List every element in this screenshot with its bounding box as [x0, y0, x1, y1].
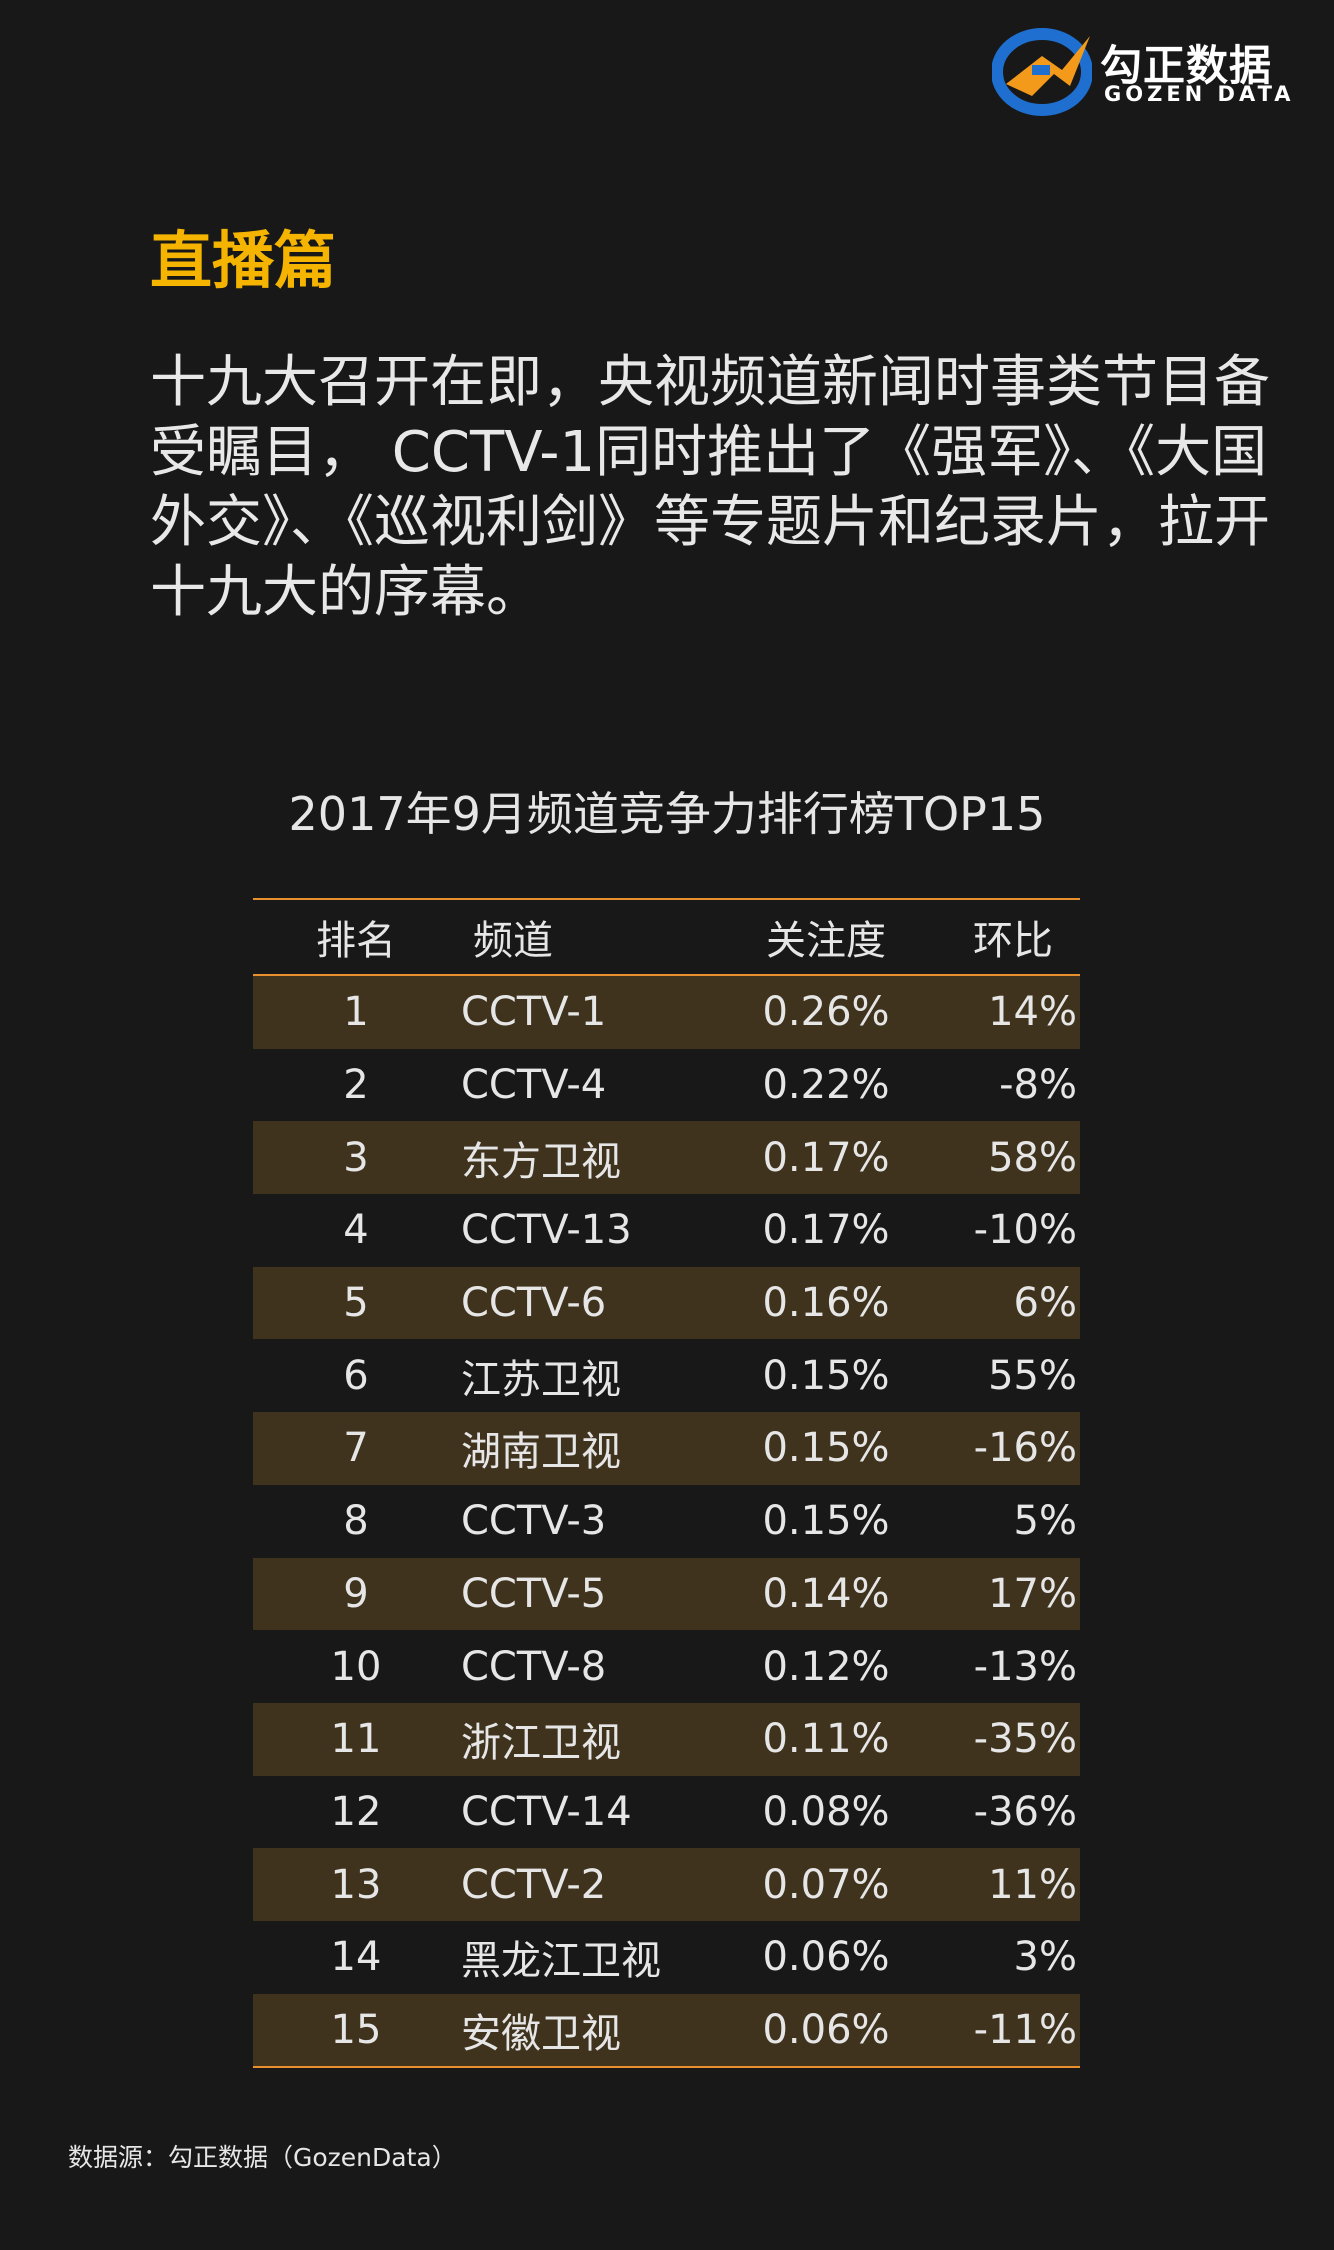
table-row: 15 安徽卫视 0.06% -11%: [253, 1993, 1080, 2067]
rank-cell: 9: [343, 1570, 369, 1617]
attention-cell: 0.06%: [762, 1934, 890, 1981]
mom-cell: 55%: [988, 1352, 1077, 1399]
rank-cell: 14: [330, 1934, 382, 1981]
rank-cell: 2: [343, 1062, 369, 1109]
channel-cell: 黑龙江卫视: [461, 1938, 661, 1985]
mom-cell: 58%: [988, 1134, 1077, 1181]
table-row: 3 东方卫视 0.17% 58%: [253, 1121, 1080, 1195]
table-row: 12 CCTV-14 0.08% -36%: [253, 1776, 1080, 1849]
mom-cell: -35%: [973, 1716, 1077, 1763]
attention-cell: 0.08%: [762, 1788, 890, 1835]
mom-cell: -10%: [973, 1207, 1077, 1254]
rank-cell: 13: [330, 1861, 382, 1908]
attention-cell: 0.15%: [762, 1425, 890, 1472]
table-bottom-rule: [253, 2066, 1080, 2069]
table-header-row: 排名 频道 关注度 环比: [253, 900, 1080, 974]
mom-cell: -16%: [973, 1425, 1077, 1472]
table-row: 1 CCTV-1 0.26% 14%: [253, 976, 1080, 1049]
ranking-table: 排名 频道 关注度 环比 1 CCTV-1 0.26% 14% 2 CCTV-4 0.22%…: [253, 898, 1080, 2069]
data-source-note: 数据源：勾正数据（GozenData）: [68, 2143, 457, 2172]
table-row: 4 CCTV-13 0.17% -10%: [253, 1194, 1080, 1267]
mom-cell: 5%: [1013, 1498, 1077, 1545]
attention-cell: 0.16%: [762, 1280, 890, 1327]
intro-paragraph: 十九大召开在即，央视频道新闻时事类节目备受瞩目， CCTV-1同时推出了《强军》…: [150, 350, 1270, 625]
table-row: 11 浙江卫视 0.11% -35%: [253, 1702, 1080, 1776]
section-title: 直播篇: [150, 224, 337, 297]
table-header-rule: [253, 974, 1080, 976]
channel-cell: CCTV-4: [461, 1062, 607, 1109]
header-attention: 关注度: [766, 918, 886, 964]
brand-name-en: GOZEN DATA: [1104, 82, 1295, 106]
table-body: 1 CCTV-1 0.26% 14% 2 CCTV-4 0.22% -8% 3 东方卫视 0.17%…: [253, 976, 1080, 2067]
channel-cell: 江苏卫视: [461, 1356, 621, 1403]
rank-cell: 5: [343, 1280, 369, 1327]
channel-cell: CCTV-1: [461, 989, 607, 1036]
channel-cell: CCTV-14: [461, 1788, 632, 1835]
attention-cell: 0.11%: [762, 1716, 890, 1763]
mom-cell: 11%: [988, 1861, 1077, 1908]
channel-cell: 浙江卫视: [461, 1720, 621, 1767]
channel-cell: CCTV-6: [461, 1280, 607, 1327]
header-mom: 环比: [973, 918, 1053, 964]
channel-cell: CCTV-5: [461, 1570, 607, 1617]
attention-cell: 0.12%: [762, 1643, 890, 1690]
gozen-logo-icon: [992, 28, 1092, 116]
rank-cell: 15: [330, 2006, 382, 2053]
table-title: 2017年9月频道竞争力排行榜TOP15: [288, 787, 1046, 841]
attention-cell: 0.06%: [762, 2006, 890, 2053]
table-row: 7 湖南卫视 0.15% -16%: [253, 1412, 1080, 1485]
channel-cell: 安徽卫视: [461, 2010, 621, 2057]
attention-cell: 0.22%: [762, 1062, 890, 1109]
attention-cell: 0.26%: [762, 989, 890, 1036]
table-row: 9 CCTV-5 0.14% 17%: [253, 1557, 1080, 1631]
table-row: 5 CCTV-6 0.16% 6%: [253, 1266, 1080, 1340]
mom-cell: -13%: [973, 1643, 1077, 1690]
table-row: 13 CCTV-2 0.07% 11%: [253, 1848, 1080, 1921]
attention-cell: 0.14%: [762, 1570, 890, 1617]
attention-cell: 0.15%: [762, 1498, 890, 1545]
rank-cell: 6: [343, 1352, 369, 1399]
table-row: 8 CCTV-3 0.15% 5%: [253, 1485, 1080, 1558]
rank-cell: 10: [330, 1643, 382, 1690]
mom-cell: -8%: [999, 1062, 1077, 1109]
mom-cell: 17%: [988, 1570, 1077, 1617]
header-rank: 排名: [316, 918, 396, 964]
rank-cell: 1: [343, 989, 369, 1036]
table-top-rule: [253, 898, 1080, 900]
rank-cell: 4: [343, 1207, 369, 1254]
channel-cell: CCTV-8: [461, 1643, 607, 1690]
brand-name-cn: 勾正数据: [1100, 41, 1273, 90]
header-channel: 频道: [473, 918, 553, 964]
channel-cell: CCTV-2: [461, 1861, 607, 1908]
channel-cell: 湖南卫视: [461, 1429, 621, 1476]
attention-cell: 0.15%: [762, 1352, 890, 1399]
table-row: 2 CCTV-4 0.22% -8%: [253, 1049, 1080, 1122]
mom-cell: 6%: [1013, 1280, 1077, 1327]
mom-cell: -11%: [973, 2006, 1077, 2053]
brand-logo: 勾正数据 GOZEN DATA: [992, 26, 1310, 116]
mom-cell: 3%: [1013, 1934, 1077, 1981]
rank-cell: 12: [330, 1788, 382, 1835]
rank-cell: 3: [343, 1134, 369, 1181]
rank-cell: 7: [343, 1425, 369, 1472]
channel-cell: 东方卫视: [461, 1138, 621, 1185]
table-row: 6 江苏卫视 0.15% 55%: [253, 1339, 1080, 1412]
channel-cell: CCTV-13: [461, 1207, 632, 1254]
mom-cell: -36%: [973, 1788, 1077, 1835]
attention-cell: 0.07%: [762, 1861, 890, 1908]
channel-cell: CCTV-3: [461, 1498, 607, 1545]
table-row: 14 黑龙江卫视 0.06% 3%: [253, 1921, 1080, 1994]
attention-cell: 0.17%: [762, 1207, 890, 1254]
rank-cell: 8: [343, 1498, 369, 1545]
rank-cell: 11: [330, 1716, 382, 1763]
mom-cell: 14%: [988, 989, 1077, 1036]
table-row: 10 CCTV-8 0.12% -13%: [253, 1630, 1080, 1703]
attention-cell: 0.17%: [762, 1134, 890, 1181]
